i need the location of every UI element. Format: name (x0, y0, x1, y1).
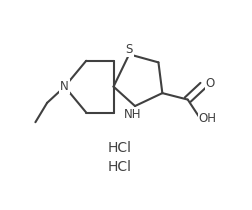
Text: HCl: HCl (107, 141, 131, 155)
Text: O: O (206, 77, 215, 90)
Text: N: N (60, 80, 69, 93)
Text: HCl: HCl (107, 160, 131, 175)
Text: OH: OH (198, 113, 216, 126)
Text: NH: NH (124, 108, 142, 121)
Text: S: S (125, 43, 133, 56)
